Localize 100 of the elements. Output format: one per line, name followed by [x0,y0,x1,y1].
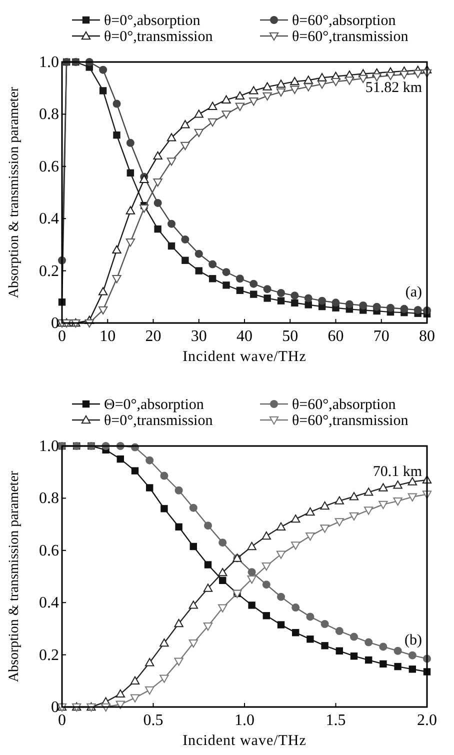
legend-label: θ=0°,absorption [104,13,201,29]
point [182,256,189,264]
point [408,493,417,502]
point [113,131,120,139]
point [413,70,422,78]
point [174,618,184,628]
point [204,561,212,568]
point [190,542,197,550]
point [174,486,183,494]
y-tick-label: 0 [51,315,59,332]
point [393,480,402,489]
point [131,467,139,474]
y-tick-label: 0.4 [39,210,59,228]
point [334,518,344,526]
y-axis-title: Absorption & transmission parameter [7,86,22,298]
y-tick-label: 0.8 [39,106,59,124]
point [359,302,368,310]
point [218,538,227,547]
point [276,550,286,559]
point [291,514,300,523]
legend-label: Θ=0°,absorption [104,397,204,413]
point [112,245,122,254]
point [262,580,270,589]
point [364,488,374,496]
point [321,642,328,650]
point [146,456,154,464]
x-tick-label: 10 [100,328,116,345]
point [386,304,394,312]
point [126,169,134,177]
point [364,506,374,515]
point [218,568,228,576]
x-tick-label: 40 [236,328,252,345]
point [320,524,330,533]
point [394,646,402,655]
point [306,636,314,643]
point [306,507,315,516]
point [380,660,387,668]
point [222,282,230,289]
point [335,627,344,636]
annotation: (b) [404,632,422,649]
annotation: 70.1 km [372,464,422,480]
y-tick-label: 0.8 [39,490,59,508]
legend-label: θ=60°,absorption [292,397,396,413]
point [168,242,176,250]
x-axis-title: Incident wave/THz [182,349,306,365]
point [154,198,162,207]
point [188,600,198,609]
y-tick-label: 0.6 [39,542,59,560]
point [304,83,313,92]
point [175,523,182,531]
point [393,497,402,506]
point [203,584,213,592]
y-tick-label: 0.6 [39,158,59,176]
point [372,302,381,311]
x-axis-title: Incident wave/THz [182,733,306,749]
point [153,151,162,160]
point [304,294,312,302]
point [349,512,359,521]
legend-label: θ=60°,transmission [292,29,409,45]
point [99,87,107,94]
point [203,622,213,631]
point [292,604,300,612]
point [130,694,140,702]
point [166,158,176,166]
point [290,292,299,300]
point [236,286,244,294]
point [277,297,285,304]
point [116,689,125,698]
point [408,477,417,486]
point [236,274,244,283]
point [400,70,409,80]
point [400,304,408,313]
x-tick-label: 0.5 [143,712,164,729]
point [290,76,300,86]
x-tick-label: 50 [282,328,298,345]
point [262,82,272,90]
point [160,638,169,647]
point [350,652,358,660]
x-tick-label: 60 [328,328,344,345]
point [262,531,271,540]
point [372,73,382,82]
point [235,91,245,100]
point [263,285,272,294]
point [291,299,298,307]
point [277,592,285,601]
point [168,220,176,228]
point [208,275,216,282]
point [189,504,198,512]
point [378,483,388,492]
point [408,651,416,660]
point [276,80,286,88]
point [318,296,326,305]
point [306,612,314,621]
point [334,496,344,504]
point [262,92,272,101]
point [126,238,136,247]
y-tick-label: 0 [51,699,59,716]
point [194,128,204,138]
annotation: (a) [405,284,422,300]
point [145,658,154,666]
